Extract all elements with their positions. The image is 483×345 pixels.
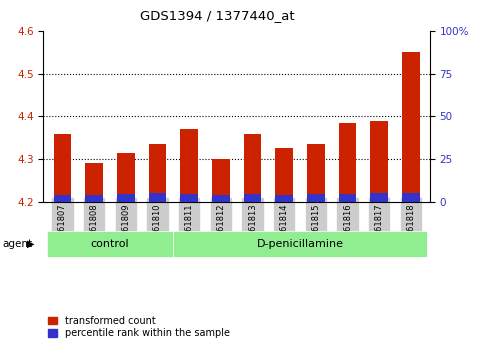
Bar (244, 134, 261, 202)
Bar (275, 148, 293, 202)
Bar (370, 121, 388, 202)
Bar (117, 194, 135, 202)
Bar (370, 193, 388, 202)
Bar (181, 129, 198, 202)
Bar (339, 194, 356, 202)
Bar (85, 164, 103, 202)
Bar (149, 193, 166, 202)
Bar (54, 134, 71, 202)
Bar (339, 123, 356, 202)
Legend: transformed count, percentile rank within the sample: transformed count, percentile rank withi… (48, 316, 230, 338)
Bar (402, 193, 420, 202)
Bar (212, 159, 229, 202)
Bar (307, 144, 325, 202)
Bar (244, 194, 261, 202)
Bar (275, 195, 293, 202)
Bar (85, 195, 103, 202)
Text: GDS1394 / 1377440_at: GDS1394 / 1377440_at (140, 9, 295, 22)
Bar (117, 153, 135, 202)
Bar (212, 195, 229, 202)
Text: D-penicillamine: D-penicillamine (256, 239, 343, 249)
Bar (149, 144, 166, 202)
Bar (54, 195, 71, 202)
Bar (181, 194, 198, 202)
Text: ▶: ▶ (27, 239, 34, 249)
Bar (402, 52, 420, 202)
Text: control: control (91, 239, 129, 249)
Text: agent: agent (2, 239, 32, 249)
Bar (307, 194, 325, 202)
